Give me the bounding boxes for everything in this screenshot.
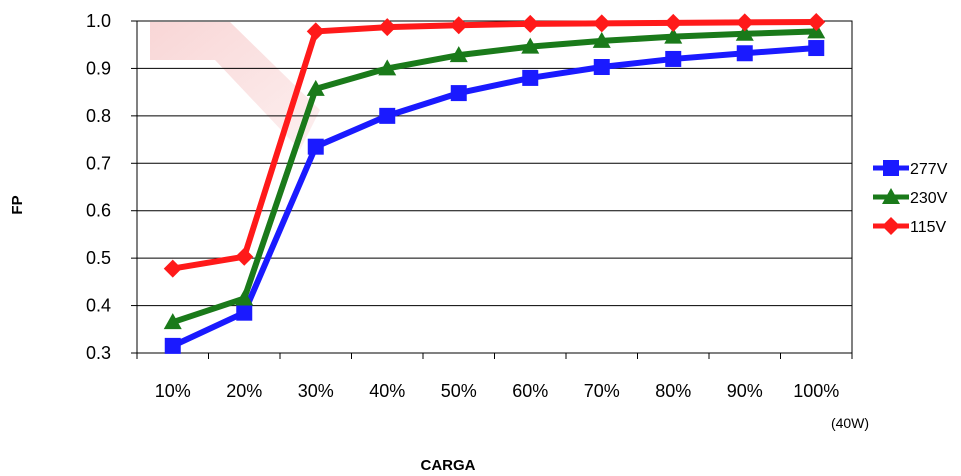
x-axis-title: CARGA [421,457,476,474]
watermark-logo [150,22,320,150]
x-tick-label: 50% [441,381,477,401]
y-axis-title: FP [9,195,26,214]
x-tick-label: 70% [584,381,620,401]
data-point [378,18,397,37]
data-point [665,50,682,67]
data-point [164,337,181,354]
series-line [171,45,817,349]
y-tick-label: 0.8 [86,106,111,126]
legend-label: 277V [910,161,948,178]
legend-marker [883,160,899,176]
series-line [171,28,817,326]
data-point [449,46,468,63]
x-axis-note: (40W) [831,415,869,431]
data-point [307,138,324,155]
y-tick-label: 1.0 [86,11,111,31]
data-point [592,14,611,33]
x-tick-label: 90% [727,381,763,401]
legend-label: 115V [910,219,947,236]
data-point [236,304,253,321]
x-tick-label: 40% [369,381,405,401]
x-tick-label: 10% [155,381,191,401]
data-point [163,259,182,278]
legend: 277V 230V 115V [873,160,948,236]
data-point [521,37,540,54]
data-point [235,247,254,266]
data-point [522,69,539,86]
data-point [593,59,610,76]
data-series [163,12,826,354]
data-point [235,289,254,306]
data-point [664,13,683,32]
data-point [163,313,182,330]
series-line [172,18,817,272]
legend-marker [882,217,900,235]
y-axis-ticks: 0.3 0.4 0.5 0.6 0.7 0.8 0.9 1.0 [86,11,137,363]
x-tick-label: 20% [226,381,262,401]
x-axis-ticks: 10% 20% 30% 40% 50% 60% 70% 80% 90% 100% [136,353,853,401]
data-point [664,27,683,44]
data-point [449,16,468,35]
x-tick-label: 80% [655,381,691,401]
legend-label: 230V [910,190,948,207]
series-277V [164,40,825,354]
x-tick-label: 60% [512,381,548,401]
y-tick-label: 0.9 [86,58,111,78]
data-point [808,40,825,57]
data-point [592,31,611,48]
data-point [306,22,325,41]
legend-item: 277V [873,160,948,178]
y-tick-label: 0.4 [86,296,111,316]
data-point [807,12,826,31]
data-point [735,24,754,41]
legend-item: 115V [873,217,947,236]
data-point [379,107,396,124]
legend-item: 230V [873,188,948,207]
data-point [450,85,467,102]
data-point [378,59,397,76]
y-tick-label: 0.5 [86,248,111,268]
y-tick-label: 0.7 [86,153,111,173]
y-tick-label: 0.3 [86,343,111,363]
y-tick-label: 0.6 [86,201,111,221]
legend-marker [882,188,900,204]
x-tick-label: 30% [298,381,334,401]
data-point [735,13,754,32]
data-point [306,79,325,96]
data-point [521,14,540,33]
data-point [736,45,753,62]
x-tick-label: 100% [793,381,839,401]
series-115V [163,12,826,278]
